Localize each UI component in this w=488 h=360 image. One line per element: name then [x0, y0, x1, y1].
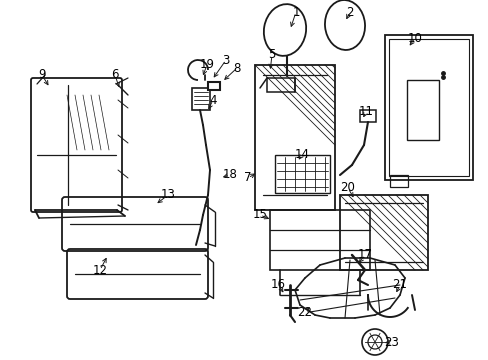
Bar: [207, 82, 220, 90]
Text: 11: 11: [358, 105, 373, 118]
Bar: [359, 110, 375, 122]
Text: 16: 16: [270, 278, 285, 291]
Text: 21: 21: [392, 279, 407, 292]
Text: 10: 10: [407, 31, 422, 45]
Bar: [339, 195, 427, 270]
Bar: [254, 65, 334, 210]
Bar: [192, 88, 209, 110]
Bar: [389, 175, 407, 187]
Text: 23: 23: [384, 336, 399, 348]
Bar: [388, 39, 468, 176]
Text: 22: 22: [297, 306, 312, 319]
Ellipse shape: [325, 0, 365, 50]
Bar: [274, 155, 329, 193]
Text: 4: 4: [209, 94, 216, 107]
Text: 15: 15: [252, 208, 267, 221]
Text: 6: 6: [111, 68, 119, 81]
Text: 17: 17: [357, 248, 372, 261]
Text: 3: 3: [222, 54, 229, 67]
Bar: [406, 80, 438, 140]
Ellipse shape: [264, 4, 305, 56]
Text: 7: 7: [244, 171, 251, 184]
Text: 13: 13: [160, 189, 175, 202]
Text: 12: 12: [92, 264, 107, 276]
Bar: [269, 210, 369, 270]
Text: 1: 1: [292, 5, 299, 18]
Text: 20: 20: [340, 181, 355, 194]
Text: 19: 19: [199, 58, 214, 72]
Bar: [266, 78, 294, 92]
Text: 8: 8: [233, 62, 240, 75]
Text: 18: 18: [222, 168, 237, 181]
Text: 5: 5: [268, 49, 275, 62]
Circle shape: [361, 329, 387, 355]
Text: 9: 9: [38, 68, 46, 81]
Bar: [384, 35, 472, 180]
Text: 2: 2: [346, 5, 353, 18]
Text: 14: 14: [294, 148, 309, 162]
